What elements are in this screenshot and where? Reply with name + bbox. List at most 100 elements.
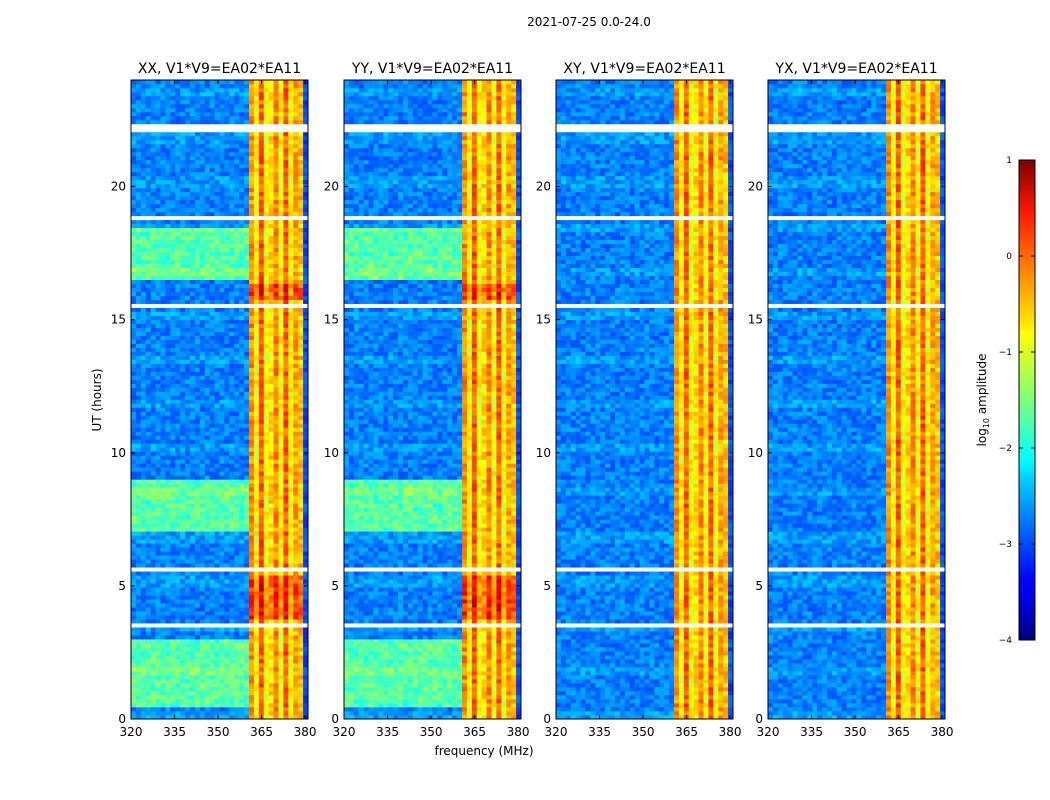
heatmap-cell <box>283 271 289 276</box>
heatmap-cell <box>293 471 299 476</box>
heatmap-cell <box>293 551 299 556</box>
heatmap-cell <box>145 671 151 676</box>
heatmap-cell <box>268 455 274 460</box>
heatmap-cell <box>244 559 250 564</box>
heatmap-cell <box>293 267 299 272</box>
heatmap-cell <box>298 267 304 272</box>
heatmap-cell <box>155 191 161 197</box>
heatmap-cell <box>135 495 142 500</box>
heatmap-cell <box>155 631 161 636</box>
heatmap-cell <box>249 283 255 288</box>
heatmap-cell <box>160 543 166 548</box>
heatmap-cell <box>160 415 166 420</box>
heatmap-cell <box>219 331 225 336</box>
heatmap-cell <box>244 475 250 480</box>
heatmap-cell <box>273 235 279 241</box>
heatmap-cell <box>224 687 230 692</box>
heatmap-cell <box>268 259 274 265</box>
heatmap-cell <box>239 263 245 269</box>
heatmap-cell <box>224 647 230 652</box>
heatmap-cell <box>278 247 284 253</box>
heatmap-cell <box>155 431 161 436</box>
heatmap-cell <box>278 395 284 400</box>
heatmap-cell <box>273 223 279 229</box>
heatmap-cell <box>150 363 156 368</box>
heatmap-cell <box>303 531 309 536</box>
heatmap-cell <box>219 315 225 320</box>
heatmap-cell <box>273 435 279 440</box>
heatmap-cell <box>160 659 166 664</box>
heatmap-cell <box>258 279 265 284</box>
heatmap-cell <box>199 483 206 488</box>
heatmap-cell <box>303 691 309 696</box>
heatmap-cell <box>268 187 274 193</box>
heatmap-cell <box>258 455 265 460</box>
heatmap-cell <box>209 439 215 444</box>
heatmap-cell <box>283 431 289 436</box>
heatmap-cell <box>234 275 240 280</box>
heatmap-cell <box>273 183 279 189</box>
heatmap-cell <box>219 647 225 652</box>
heatmap-cell <box>258 483 265 488</box>
heatmap-cell <box>219 459 225 464</box>
heatmap-cell <box>283 495 289 500</box>
heatmap-cell <box>224 331 230 336</box>
heatmap-cell <box>145 443 151 448</box>
heatmap-cell <box>303 355 309 360</box>
heatmap-cell <box>283 659 289 664</box>
heatmap-cell <box>140 463 147 468</box>
heatmap-cell <box>268 307 274 312</box>
heatmap-cell <box>244 299 250 304</box>
heatmap-cell <box>145 591 151 596</box>
heatmap-cell <box>204 375 210 380</box>
heatmap-cell <box>204 715 210 720</box>
heatmap-cell <box>209 283 215 288</box>
heatmap-cell <box>194 619 201 624</box>
heatmap-cell <box>253 519 260 524</box>
heatmap-cell <box>288 619 294 624</box>
heatmap-cell <box>140 651 147 656</box>
heatmap-cell <box>214 399 220 404</box>
heatmap-cell <box>190 703 196 708</box>
heatmap-cell <box>239 387 245 392</box>
heatmap-cell <box>234 631 240 636</box>
heatmap-cell <box>278 431 284 436</box>
heatmap-cell <box>219 319 225 324</box>
heatmap-cell <box>150 463 156 468</box>
heatmap-cell <box>135 403 142 408</box>
heatmap-cell <box>258 175 265 181</box>
heatmap-cell <box>190 355 196 360</box>
heatmap-cell <box>298 683 304 688</box>
heatmap-cell <box>278 687 284 692</box>
heatmap-cell <box>145 367 151 372</box>
heatmap-cell <box>194 495 201 500</box>
heatmap-cell <box>160 223 166 229</box>
heatmap-cell <box>160 555 166 560</box>
heatmap-cell <box>199 403 206 408</box>
heatmap-cell <box>283 647 289 652</box>
heatmap-cell <box>140 447 147 452</box>
heatmap-cell <box>175 611 181 616</box>
heatmap-cell <box>160 531 166 536</box>
heatmap-cell <box>283 195 289 201</box>
heatmap-cell <box>298 363 304 368</box>
heatmap-cell <box>155 311 161 316</box>
heatmap-cell <box>244 151 250 157</box>
heatmap-cell <box>135 507 142 512</box>
heatmap-cell <box>185 579 191 584</box>
heatmap-cell <box>268 519 274 524</box>
heatmap-cell <box>140 467 147 472</box>
heatmap-cell <box>303 491 309 496</box>
heatmap-cell <box>268 555 274 560</box>
heatmap-cell <box>303 263 309 269</box>
heatmap-cell <box>214 611 220 616</box>
heatmap-cell <box>229 363 235 368</box>
heatmap-cell <box>204 439 210 444</box>
heatmap-cell <box>293 651 299 656</box>
heatmap-cell <box>263 291 269 296</box>
heatmap-cell <box>253 319 260 324</box>
heatmap-cell <box>185 251 191 257</box>
heatmap-cell <box>155 151 161 157</box>
heatmap-cell <box>303 563 309 568</box>
heatmap-cell <box>263 539 269 544</box>
